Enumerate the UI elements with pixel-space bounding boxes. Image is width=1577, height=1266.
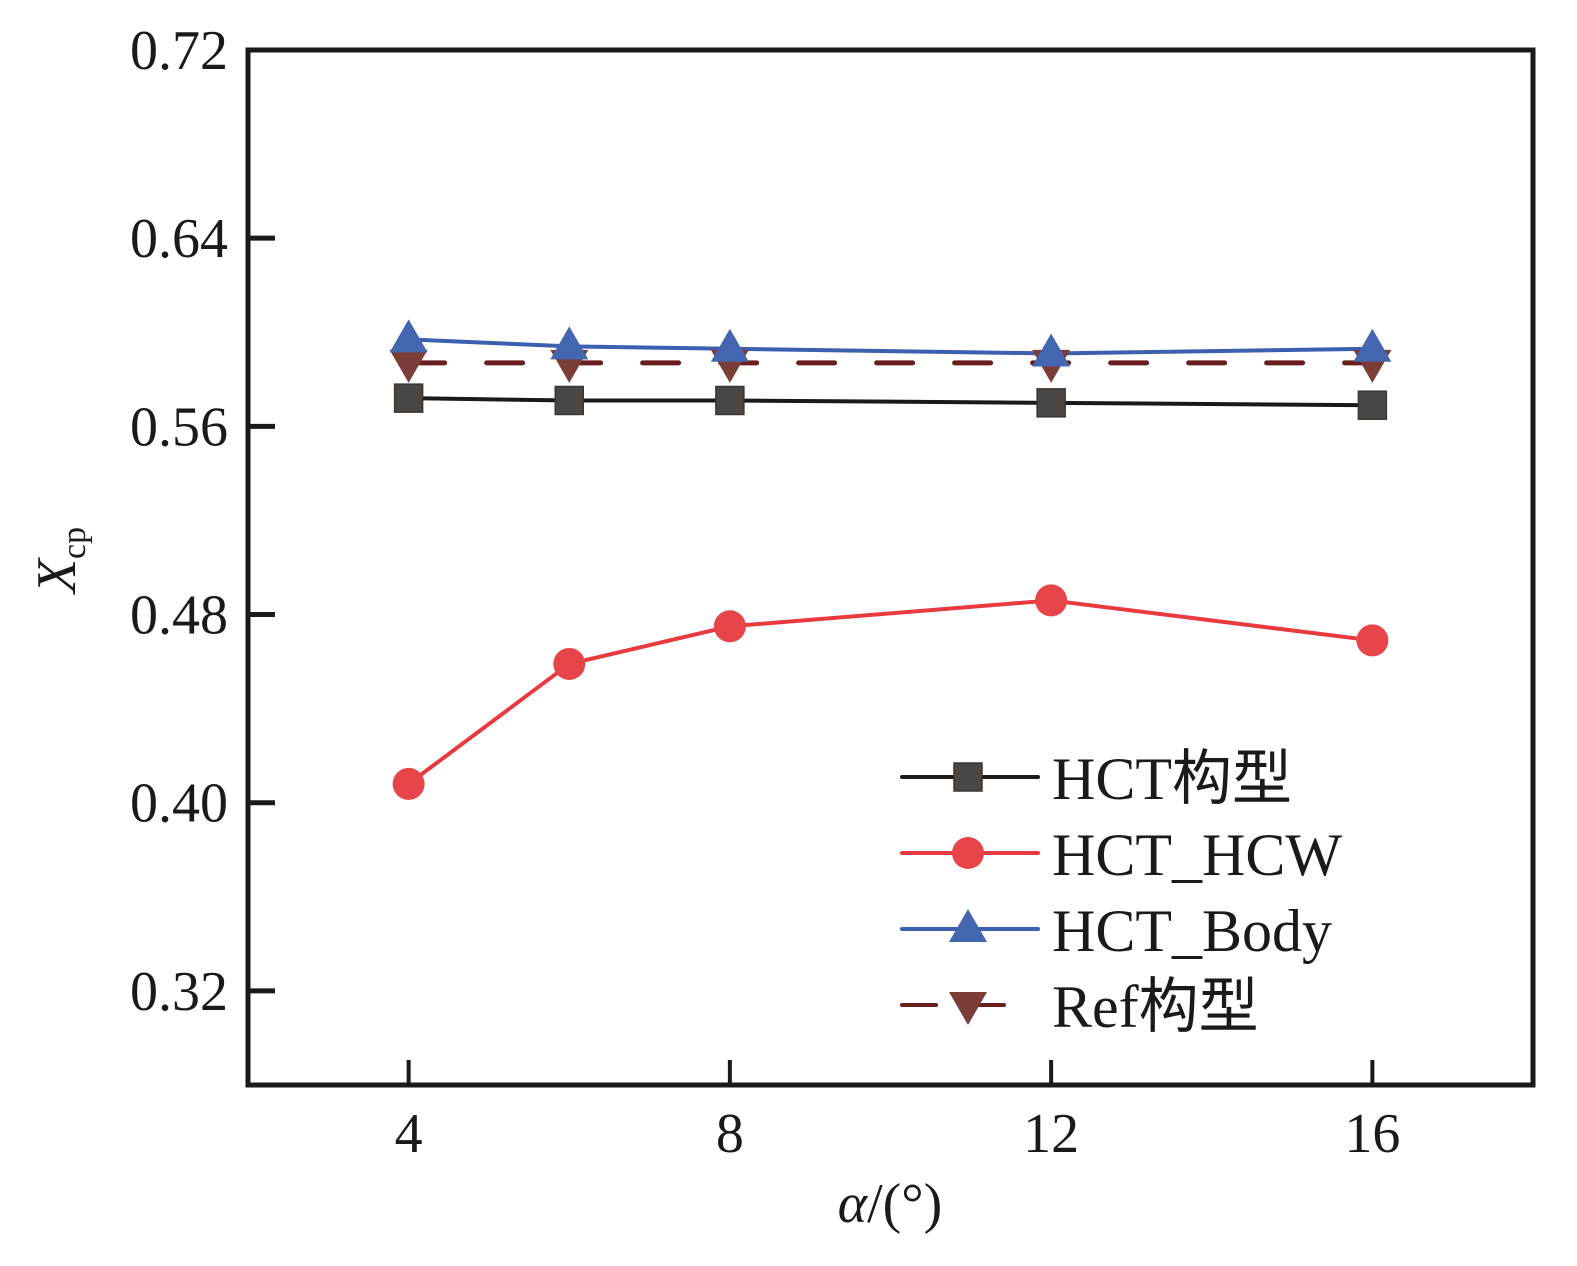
x-tick-label: 12: [1023, 1103, 1079, 1165]
x-tick-label: 16: [1344, 1103, 1400, 1165]
data-point-marker: [713, 610, 746, 643]
data-point-marker: [1032, 333, 1071, 367]
legend-label: Ref构型: [1052, 974, 1259, 1040]
legend-marker-swatch: [953, 762, 983, 792]
legend-marker-swatch: [949, 992, 987, 1025]
y-tick-label: 0.64: [130, 208, 228, 270]
data-point-marker: [554, 385, 584, 416]
y-tick-label: 0.56: [130, 396, 228, 458]
x-tick-label: 4: [395, 1103, 423, 1165]
data-point-marker: [553, 647, 586, 680]
series-line-0: [408, 396, 1373, 408]
y-axis-label-subscript: cp: [56, 527, 93, 559]
legend-item: Ref构型: [900, 974, 1259, 1040]
series-lines: [406, 337, 1375, 786]
legend-item: HCT构型: [900, 746, 1292, 812]
y-tick-label: 0.32: [130, 961, 228, 1023]
legend-label: HCT构型: [1052, 746, 1292, 812]
series-markers: [389, 319, 1392, 800]
legend-item: HCT_HCW: [900, 822, 1342, 888]
data-point-marker: [393, 383, 424, 413]
y-tick-label: 0.48: [130, 585, 228, 647]
legend-label: HCT_HCW: [1052, 822, 1342, 888]
data-point-marker: [1035, 584, 1068, 617]
data-point-marker: [1036, 388, 1066, 418]
plot-frame: [245, 47, 1536, 1088]
data-point-marker: [1356, 624, 1389, 657]
data-point-marker: [550, 326, 589, 360]
x-axis-label-symbol: α: [838, 1173, 869, 1235]
legend-item: HCT_Body: [900, 898, 1332, 964]
data-point-marker: [710, 328, 749, 362]
data-point-marker: [389, 349, 428, 383]
legend: HCT构型 HCT_HCW HCT_Body Ref构型: [900, 746, 1342, 1040]
data-point-marker: [715, 385, 745, 416]
x-axis-ticks: 4 8 12 16: [395, 1060, 1400, 1165]
y-axis-ticks: 0.32 0.40 0.48 0.56 0.64 0.72: [130, 20, 275, 1023]
data-point-marker: [389, 319, 428, 353]
legend-label: HCT_Body: [1052, 898, 1332, 964]
x-tick-label: 8: [716, 1103, 744, 1165]
y-tick-label: 0.72: [130, 20, 228, 82]
x-axis-label: α/(°): [838, 1173, 943, 1235]
legend-marker-swatch: [952, 837, 984, 869]
y-axis-label: Xcp: [26, 527, 93, 595]
svg-text:Xcp: Xcp: [26, 527, 93, 595]
y-axis-label-symbol: X: [26, 556, 88, 595]
legend-marker-swatch: [949, 909, 987, 942]
x-axis-label-unit: /(°): [867, 1173, 942, 1235]
y-tick-label: 0.40: [130, 773, 228, 835]
data-point-marker: [392, 767, 425, 800]
data-point-marker: [1353, 328, 1392, 362]
data-point-marker: [1357, 390, 1388, 420]
